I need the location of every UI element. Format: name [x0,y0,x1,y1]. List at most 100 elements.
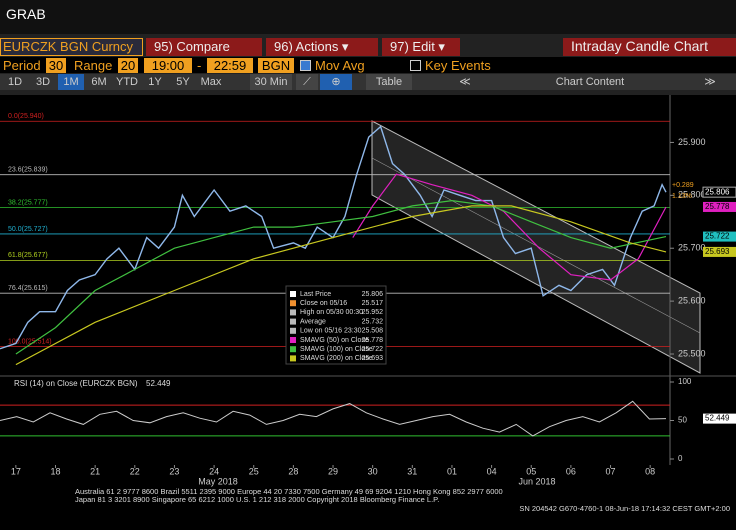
back-tab[interactable]: ≪ [459,76,471,88]
y-tick-label: 25.900 [678,137,706,147]
range-field[interactable]: 20 [118,58,138,73]
x-tick-label: 21 [90,466,100,476]
range-tab[interactable]: 1M [58,74,84,90]
compare-button[interactable]: 95) Compare [146,38,262,56]
legend-label: Low on 05/16 23:30 [300,328,362,335]
footer-line: SN 204542 G670-4760-1 08-Jun-18 17:14:32… [519,504,730,513]
footer-line: Japan 81 3 3201 8900 Singapore 65 6212 1… [75,495,439,504]
range-label: Range [74,58,113,73]
range-tab[interactable]: YTD [116,76,138,88]
legend-swatch [290,355,296,362]
range-tab[interactable]: 1Y [148,76,162,88]
legend-label: Last Price [300,291,331,298]
fib-label: 76.4(25.615) [8,285,48,292]
range-tab[interactable]: 5Y [176,76,190,88]
y-tick-label: 25.600 [678,295,706,305]
edit-button[interactable]: 97) Edit ▾ [382,38,460,56]
rsi-last: 52.449 [146,379,171,388]
time-from[interactable]: 19:00 [144,58,192,73]
series-line [0,125,667,350]
x-tick-label: 30 [368,466,378,476]
x-tick-label: 31 [407,466,417,476]
legend-swatch [290,318,296,325]
fib-label: 100.0(25.514) [8,338,52,345]
x-tick-label: 29 [328,466,338,476]
legend-label: Average [300,318,326,325]
x-tick-label: 17 [11,466,21,476]
legend-swatch [290,291,296,297]
chart-content-tab[interactable]: Chart Content [555,76,625,88]
range-tab[interactable]: 3D [35,76,51,88]
value-tag-label: 52.449 [705,414,730,423]
series-line [15,205,667,366]
x-tick-label: 07 [606,466,616,476]
mov-avg-checkbox[interactable] [300,60,311,71]
legend-swatch [290,327,296,334]
legend: Last Price 25.806 Close on 05/16 25.517 High… [285,285,387,365]
range-tab[interactable]: 6M [91,76,107,88]
change-pct: 1.13% [672,193,692,200]
period-label: Period [3,58,41,73]
value-tag [703,246,736,257]
window-title: GRAB [0,0,736,34]
month-label: Jun 2018 [518,476,555,486]
regression-channel [371,120,701,374]
value-tag-label: 25.778 [705,202,730,211]
x-tick-label: 25 [249,466,259,476]
x-tick-label: 22 [130,466,140,476]
source-field[interactable]: BGN [258,58,294,73]
legend-label: SMAVG (50) on Close [300,337,369,344]
table-tab[interactable]: Table [366,74,412,90]
draw-tool[interactable]: ⟋ [296,74,318,90]
legend-label: High on 05/30 00:30 [300,309,363,316]
chart-name: Intraday Candle Chart [563,38,736,56]
y-tick-label: 100 [678,377,692,386]
y-tick-label: 50 [678,416,687,425]
range-tab[interactable]: 1D [7,76,23,88]
x-tick-label: 23 [169,466,179,476]
legend-label: SMAVG (200) on Close [300,355,373,362]
x-tick-label: 01 [447,466,457,476]
legend-value: 25.778 [362,337,384,344]
x-tick-label: 04 [487,466,497,476]
value-tag-label: 25.722 [705,232,730,241]
legend-bg [285,285,387,365]
legend-value: 25.693 [362,355,384,362]
legend-value: 25.517 [362,300,384,307]
key-events-checkbox[interactable] [410,60,421,71]
x-tick-label: 24 [209,466,219,476]
security-field[interactable]: EURCZK BGN Curncy [0,38,143,56]
y-tick-label: 25.500 [678,348,706,358]
fib-label: 0.0(25.940) [8,113,44,120]
key-events-label: Key Events [425,58,491,73]
range-tab[interactable]: Max [200,76,222,88]
actions-button[interactable]: 96) Actions ▾ [266,38,378,56]
interval-tab[interactable]: 30 Min [250,74,292,90]
period-field[interactable]: 30 [46,58,66,73]
legend-value: 25.508 [362,328,384,335]
studies-tool[interactable]: ⊕ [320,74,352,90]
fib-label: 38.2(25.777) [8,199,48,206]
x-tick-label: 28 [288,466,298,476]
fib-label: 50.0(25.727) [8,226,48,233]
series-line [0,400,667,437]
footer-line: Australia 61 2 9777 8600 Brazil 5511 239… [75,487,503,496]
legend-label: SMAVG (100) on Close [300,346,373,353]
value-tag [703,231,736,242]
legend-label: Close on 05/16 [300,300,347,307]
time-sep: - [197,58,202,73]
forward-tab[interactable]: ≫ [704,76,716,88]
value-tag-label: 25.806 [705,187,730,196]
series-line [15,199,667,355]
month-label: May 2018 [198,476,238,486]
legend-value: 25.722 [362,346,384,353]
legend-value: 25.806 [362,291,384,298]
value-tag [702,186,736,198]
x-tick-label: 05 [526,466,536,476]
legend-value: 25.732 [362,318,384,325]
chart-area: 25.500 25.600 25.700 25.800 25.900 17 18 21 22 23… [0,95,736,530]
time-to[interactable]: 22:59 [207,58,253,73]
x-tick-label: 18 [50,466,60,476]
y-tick-label: 0 [678,454,683,463]
